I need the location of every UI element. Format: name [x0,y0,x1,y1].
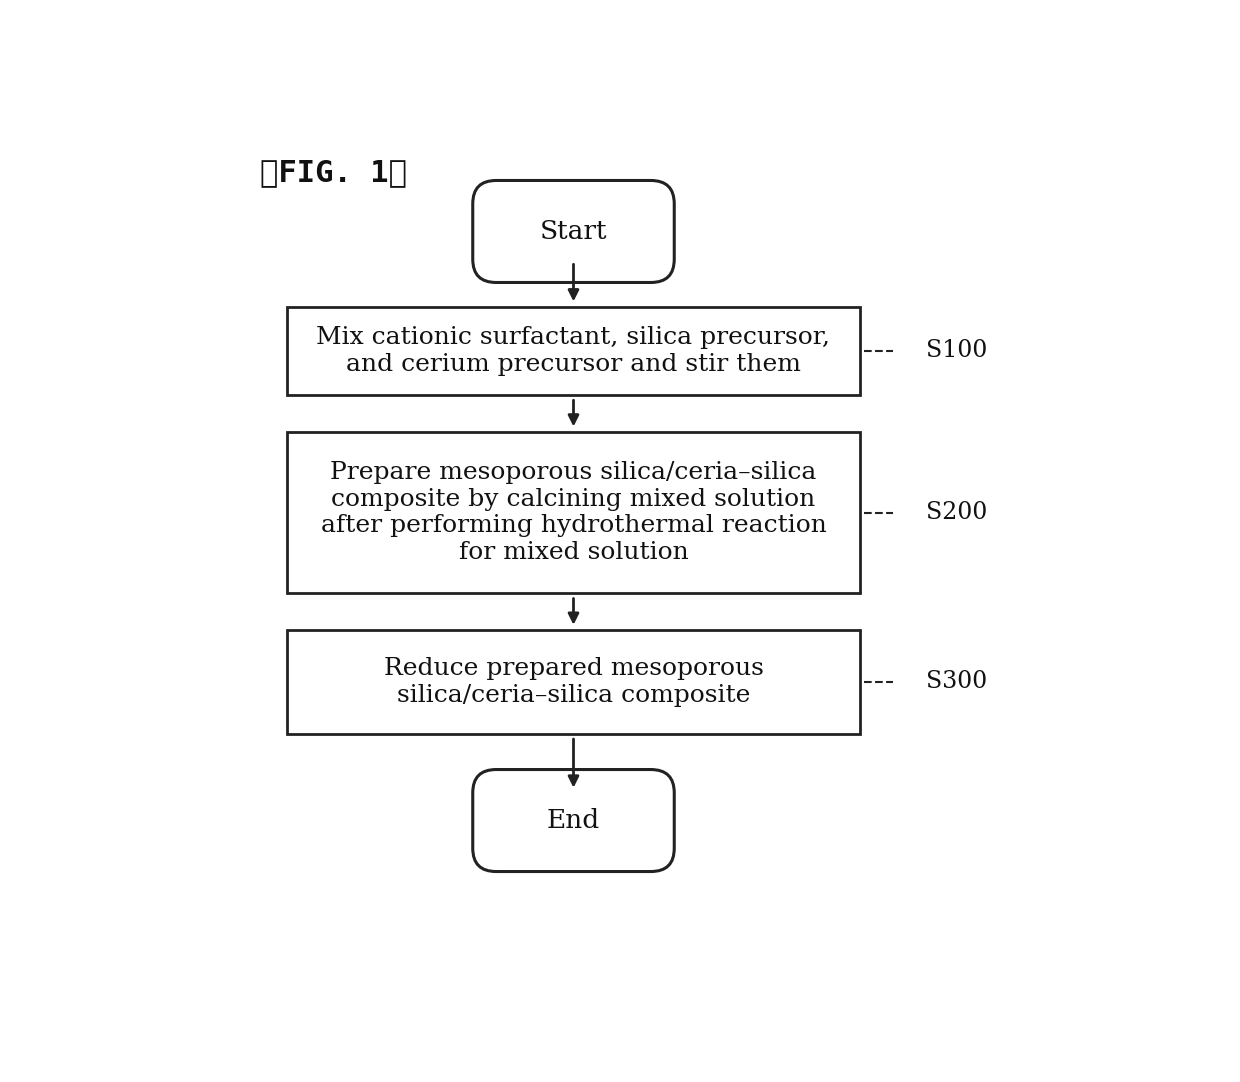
Text: End: End [547,808,600,833]
FancyBboxPatch shape [472,769,675,871]
Text: S200: S200 [926,501,987,524]
Text: S300: S300 [926,671,987,694]
FancyBboxPatch shape [286,630,861,734]
Text: S100: S100 [926,340,987,362]
Text: Reduce prepared mesoporous
silica/ceria–silica composite: Reduce prepared mesoporous silica/ceria–… [383,657,764,707]
Text: 【FIG. 1】: 【FIG. 1】 [259,158,407,187]
FancyBboxPatch shape [286,306,861,395]
Text: Prepare mesoporous silica/ceria–silica
composite by calcining mixed solution
aft: Prepare mesoporous silica/ceria–silica c… [321,461,826,564]
Text: Mix cationic surfactant, silica precursor,
and cerium precursor and stir them: Mix cationic surfactant, silica precurso… [316,326,831,375]
Text: Start: Start [539,219,608,243]
FancyBboxPatch shape [286,432,861,593]
FancyBboxPatch shape [472,181,675,282]
